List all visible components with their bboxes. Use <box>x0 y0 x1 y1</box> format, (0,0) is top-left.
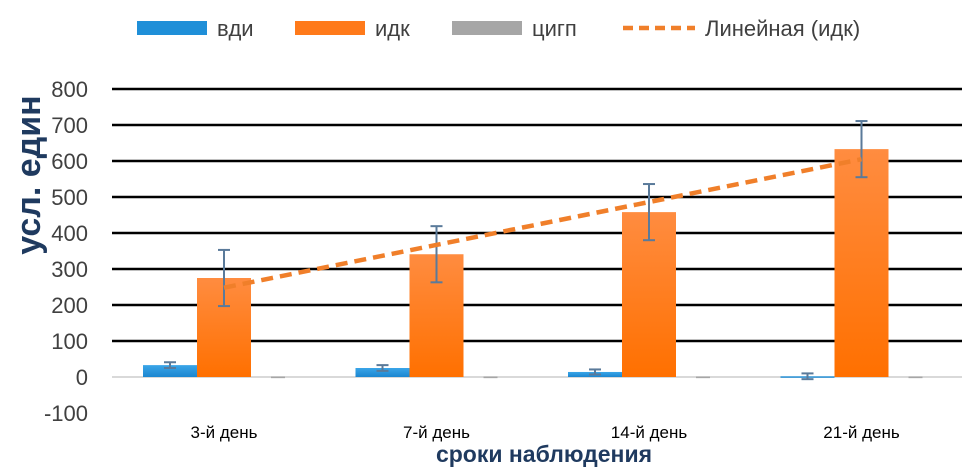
legend-label: вди <box>217 16 254 41</box>
error-bar <box>430 225 443 284</box>
y-tick-label: 600 <box>51 149 88 174</box>
error-bar <box>801 372 814 381</box>
legend-swatch-вди <box>137 21 207 35</box>
legend-swatch-цигп <box>452 21 522 35</box>
error-bar <box>589 368 601 376</box>
y-tick-label: 800 <box>51 77 88 102</box>
legend-label: идк <box>375 16 410 41</box>
legend: вди идк цигп Линейная (идк) <box>137 16 860 41</box>
error-bar <box>855 120 868 179</box>
x-tick-label: 14-й день <box>611 423 688 442</box>
bars <box>143 120 923 381</box>
bar-вди-1 <box>143 365 197 377</box>
bar-цигп-2 <box>483 376 498 379</box>
bar-цигп-3 <box>696 376 710 379</box>
bar-цигп-4 <box>908 376 923 379</box>
x-tick-labels: 3-й день 7-й день 14-й день 21-й день <box>191 423 900 442</box>
x-axis-title: сроки наблюдения <box>436 441 652 467</box>
x-tick-label: 3-й день <box>191 423 258 442</box>
y-tick-label: 300 <box>51 257 88 282</box>
y-tick-label: 500 <box>51 185 88 210</box>
bar-идк-4 <box>834 149 889 377</box>
y-tick-label: 700 <box>51 113 88 138</box>
x-tick-label: 21-й день <box>823 423 900 442</box>
x-tick-label: 7-й день <box>403 423 470 442</box>
y-tick-label: 200 <box>51 293 88 318</box>
bar-вди-2 <box>355 368 410 377</box>
legend-label: цигп <box>532 16 577 41</box>
legend-label: Линейная (идк) <box>705 16 860 41</box>
error-bar <box>643 183 655 242</box>
error-bar <box>376 364 389 372</box>
y-tick-label: -100 <box>44 401 88 426</box>
y-tick-label: 400 <box>51 221 88 246</box>
trendline-idk <box>223 156 862 290</box>
y-axis-title: усл. един <box>10 95 48 254</box>
y-tick-label: 100 <box>51 329 88 354</box>
bar-цигп-1 <box>271 376 285 379</box>
legend-swatch-идк <box>295 21 365 35</box>
y-tick-label: 0 <box>76 365 88 390</box>
error-bar <box>218 248 230 308</box>
error-bar <box>164 361 176 369</box>
trendline <box>223 156 862 290</box>
y-tick-labels: -100 0 100 200 300 400 500 600 700 800 <box>44 77 88 426</box>
